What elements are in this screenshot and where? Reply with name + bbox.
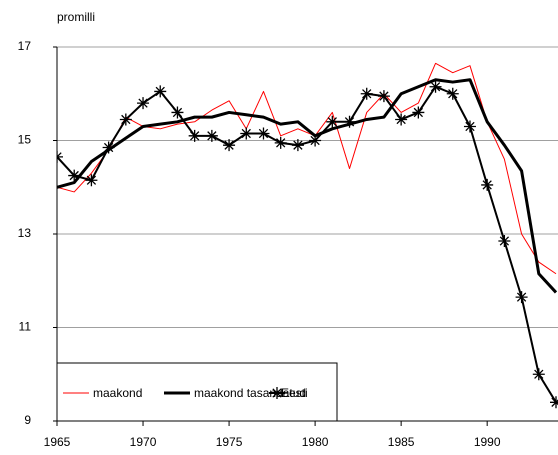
star-marker: [360, 87, 373, 100]
star-marker: [291, 139, 304, 152]
star-marker: [119, 113, 132, 126]
y-tick-label: 15: [18, 133, 32, 147]
star-marker: [550, 396, 558, 409]
star-marker: [532, 368, 545, 381]
star-marker: [154, 85, 167, 98]
star-marker: [326, 115, 339, 128]
star-marker: [271, 387, 283, 399]
star-marker: [68, 169, 81, 182]
star-marker: [205, 129, 218, 142]
star-marker: [377, 90, 390, 103]
series-line: [57, 78, 558, 294]
legend-label: maakond tasandatud: [194, 386, 306, 400]
legend-box: [56, 362, 338, 422]
y-tick-label: 13: [18, 226, 32, 240]
x-tick-label: 1975: [216, 435, 243, 449]
star-marker: [257, 127, 270, 140]
y-tick-label: 11: [19, 320, 32, 334]
series-line: [57, 62, 557, 275]
plot: [57, 62, 558, 409]
star-marker: [223, 139, 236, 152]
star-marker: [309, 134, 322, 147]
star-marker: [171, 106, 184, 119]
star-marker: [446, 87, 459, 100]
star-marker: [412, 106, 425, 119]
star-marker: [515, 291, 528, 304]
y-tick-label: 9: [24, 413, 31, 427]
legend-label: maakond: [93, 386, 142, 400]
star-marker: [188, 129, 201, 142]
star-marker: [481, 178, 494, 191]
star-marker: [498, 235, 511, 248]
star-marker: [395, 113, 408, 126]
x-tick-label: 1990: [474, 435, 501, 449]
star-marker: [57, 150, 63, 163]
star-marker: [137, 97, 150, 110]
x-tick-label: 1985: [388, 435, 415, 449]
y-tick-label: 17: [18, 39, 32, 53]
x-tick-label: 1965: [44, 435, 71, 449]
star-marker: [463, 120, 476, 133]
star-marker: [274, 136, 287, 149]
legend-label: Eesti: [281, 386, 308, 400]
y-axis-label: promilli: [57, 10, 95, 24]
star-marker: [429, 80, 442, 93]
star-marker: [85, 174, 98, 187]
star-marker: [240, 127, 253, 140]
x-tick-label: 1970: [130, 435, 157, 449]
star-marker: [102, 141, 115, 154]
star-marker: [343, 115, 356, 128]
x-tick-label: 1980: [302, 435, 329, 449]
